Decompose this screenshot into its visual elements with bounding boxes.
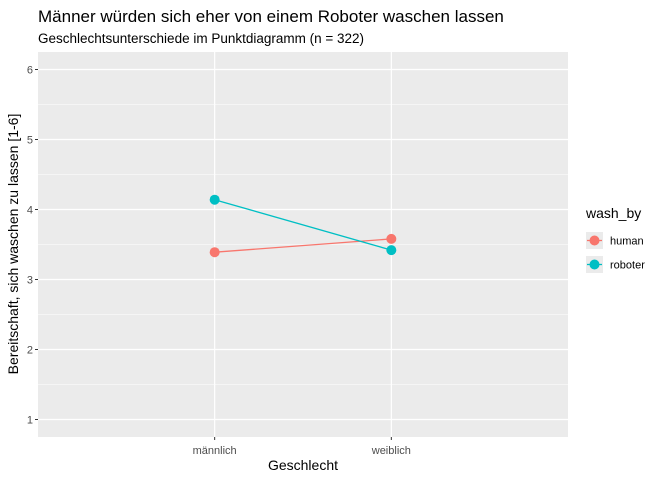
x-axis-title: Geschlecht (268, 457, 338, 473)
x-axis-ticks: männlich weiblich (193, 437, 411, 457)
series-lines (214, 199, 392, 253)
y-tick-label: 1 (27, 415, 33, 427)
legend: wash_by human roboter (585, 205, 645, 273)
series-line-roboter (214, 199, 392, 251)
x-tick-label: weiblich (371, 445, 411, 457)
x-tick-label: männlich (193, 445, 237, 457)
y-tick-label: 3 (27, 275, 33, 287)
y-axis-ticks: 1 2 3 4 5 6 (27, 65, 38, 427)
legend-key-point-roboter (589, 259, 600, 270)
chart-title: Männer würden sich eher von einem Robote… (38, 7, 504, 26)
series-points (209, 194, 397, 258)
y-tick-label: 5 (27, 135, 33, 147)
y-tick-label: 2 (27, 345, 33, 357)
legend-label-human: human (610, 236, 644, 248)
legend-label-roboter: roboter (610, 260, 645, 272)
data-point-roboter (209, 194, 220, 205)
grid-minor (38, 104, 568, 385)
chart-subtitle: Geschlechtsunterschiede im Punktdiagramm… (38, 31, 364, 46)
y-tick-label: 6 (27, 65, 33, 77)
grid-major (38, 52, 568, 437)
legend-title: wash_by (585, 205, 641, 221)
data-point-human (386, 233, 397, 244)
y-axis-title: Bereitschaft, sich waschen zu lassen [1-… (5, 114, 21, 375)
data-point-roboter (386, 245, 397, 256)
legend-items: human roboter (586, 232, 645, 273)
legend-key-point-human (589, 235, 600, 246)
y-tick-label: 4 (27, 205, 33, 217)
data-point-human (209, 247, 220, 258)
